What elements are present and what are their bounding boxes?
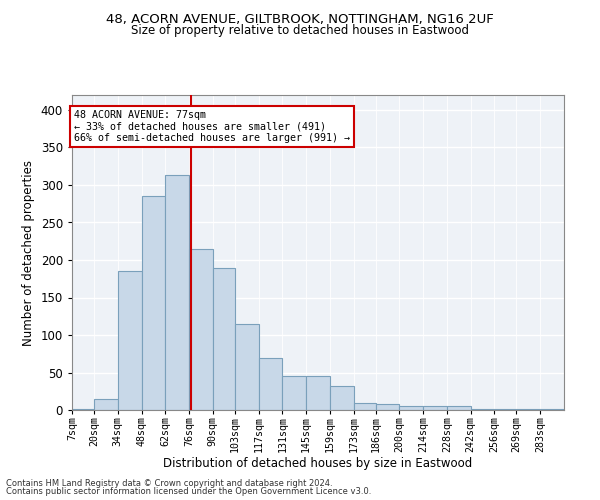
- X-axis label: Distribution of detached houses by size in Eastwood: Distribution of detached houses by size …: [163, 457, 473, 470]
- Text: Contains public sector information licensed under the Open Government Licence v3: Contains public sector information licen…: [6, 487, 371, 496]
- Y-axis label: Number of detached properties: Number of detached properties: [22, 160, 35, 346]
- Bar: [423, 406, 447, 410]
- Bar: [306, 376, 330, 410]
- Bar: [447, 406, 470, 410]
- Bar: [189, 248, 213, 410]
- Text: Contains HM Land Registry data © Crown copyright and database right 2024.: Contains HM Land Registry data © Crown c…: [6, 478, 332, 488]
- Bar: [259, 358, 283, 410]
- Bar: [400, 406, 423, 410]
- Bar: [470, 408, 494, 410]
- Bar: [166, 176, 189, 410]
- Bar: [517, 409, 540, 410]
- Bar: [94, 399, 118, 410]
- Text: Size of property relative to detached houses in Eastwood: Size of property relative to detached ho…: [131, 24, 469, 37]
- Text: 48 ACORN AVENUE: 77sqm
← 33% of detached houses are smaller (491)
66% of semi-de: 48 ACORN AVENUE: 77sqm ← 33% of detached…: [74, 110, 350, 143]
- Bar: [540, 409, 564, 410]
- Bar: [213, 268, 235, 410]
- Bar: [494, 409, 517, 410]
- Bar: [118, 271, 142, 410]
- Bar: [142, 196, 166, 410]
- Bar: [376, 404, 400, 410]
- Bar: [330, 386, 353, 410]
- Bar: [72, 408, 94, 410]
- Text: 48, ACORN AVENUE, GILTBROOK, NOTTINGHAM, NG16 2UF: 48, ACORN AVENUE, GILTBROOK, NOTTINGHAM,…: [106, 12, 494, 26]
- Bar: [353, 402, 376, 410]
- Bar: [235, 324, 259, 410]
- Bar: [283, 376, 306, 410]
